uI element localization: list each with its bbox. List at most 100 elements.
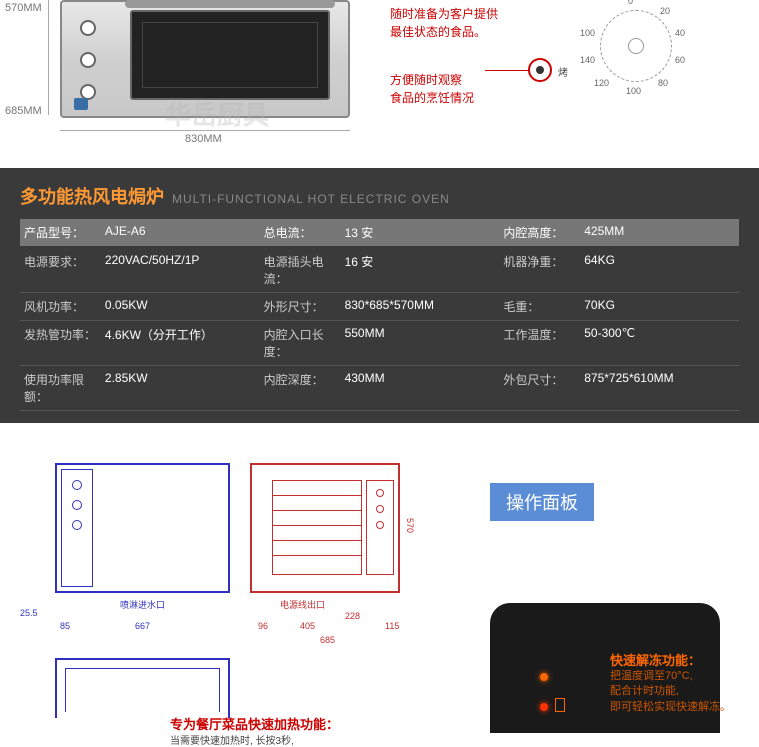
thermometer-icon (555, 698, 565, 712)
cell: 550MM (345, 326, 500, 360)
cell: 内腔高度： (499, 224, 584, 241)
dial-icon (72, 500, 82, 510)
cell: 电源插头电流： (260, 253, 345, 287)
side-control-col (366, 480, 394, 575)
dim-line-height (48, 0, 49, 115)
cell: 875*725*610MM (584, 371, 739, 405)
cell: 机器净重： (499, 253, 584, 287)
technical-drawings: 570 喷淋进水口 电源线出口 25.5 85 667 96 405 228 1… (0, 443, 430, 733)
spec-panel: 多功能热风电焗炉 MULTI-FUNCTIONAL HOT ELECTRIC O… (0, 168, 759, 423)
dim-667: 667 (135, 621, 150, 631)
dial-mark-60: 60 (675, 55, 685, 65)
cell: 220VAC/50HZ/1P (105, 253, 260, 287)
rack-line (273, 540, 361, 541)
dim-85: 85 (60, 621, 70, 631)
dial-icon (376, 521, 384, 529)
callout1-line2: 最佳状态的食品。 (390, 25, 486, 39)
dial-mark-20: 20 (660, 6, 670, 16)
cell: 16 安 (345, 253, 500, 287)
dial-icon (376, 505, 384, 513)
timer-dial-diagram: 0 20 40 60 80 100 120 140 100 (570, 0, 700, 80)
door-glass (142, 22, 318, 88)
watermark-text: 华岳厨具 (165, 95, 269, 132)
cell: 425MM (584, 224, 739, 241)
rack-line (273, 495, 361, 496)
cell: 内腔深度： (260, 371, 345, 405)
dial-icon (72, 520, 82, 530)
top-view-inner (65, 668, 220, 712)
defrost-line2: 配合计时功能, (610, 684, 740, 699)
panel-heading-button: 操作面板 (490, 483, 594, 521)
cell: AJE-A6 (105, 224, 260, 241)
brand-badge (74, 98, 88, 110)
dial-mark-40: 40 (675, 28, 685, 38)
defrost-line1: 把温度调至70°C, (610, 669, 740, 684)
dim-570-side: 570 (405, 518, 415, 533)
cell: 4.6KW（分开工作） (105, 326, 260, 360)
spec-title-cn: 多功能热风电焗炉 (20, 183, 164, 209)
top-view-outline (55, 658, 230, 718)
oven-illustration: 570MM 685MM 830MM 华岳厨具 (0, 0, 380, 155)
oven-handle (125, 0, 335, 8)
cell: 工作温度： (499, 326, 584, 360)
dim-115: 115 (385, 621, 399, 631)
dial-mark-80: 80 (658, 78, 668, 88)
dial-mark-140: 140 (580, 55, 595, 65)
dim-depth-label: 685MM (5, 105, 42, 117)
callout2-line1: 方便随时观察 (390, 73, 462, 87)
knob-label: 烤 (558, 64, 568, 79)
front-control-col (61, 469, 93, 587)
spec-table: 产品型号： AJE-A6 总电流： 13 安 内腔高度： 425MM 电源要求：… (20, 219, 739, 411)
rack-line (273, 510, 361, 511)
side-inner (272, 480, 362, 575)
cell: 50-300℃ (584, 326, 739, 360)
spec-row-1: 电源要求： 220VAC/50HZ/1P 电源插头电流： 16 安 机器净重： … (20, 248, 739, 293)
spec-title-en: MULTI-FUNCTIONAL HOT ELECTRIC OVEN (172, 192, 450, 206)
cell: 电源要求： (20, 253, 105, 287)
front-view-outline (55, 463, 230, 593)
cell: 13 安 (345, 224, 500, 241)
control-dial-2 (80, 52, 96, 68)
cell: 830*685*570MM (345, 298, 500, 315)
dim-228: 228 (345, 611, 360, 621)
callout-knob-circle (528, 58, 552, 82)
defrost-line3: 即可轻松实现快速解冻。 (610, 700, 740, 715)
dim-685: 685 (320, 635, 335, 645)
dim-405: 405 (300, 621, 315, 631)
power-out-label: 电源线出口 (280, 598, 325, 611)
rack-line (273, 555, 361, 556)
cell: 0.05KW (105, 298, 260, 315)
cell: 外形尺寸： (260, 298, 345, 315)
callout1-line1: 随时准备为客户提供 (390, 7, 498, 21)
cell: 毛重： (499, 298, 584, 315)
dim-height-label: 570MM (5, 2, 42, 14)
cell: 发热管功率： (20, 326, 105, 360)
cell: 产品型号： (20, 224, 105, 241)
spec-title-row: 多功能热风电焗炉 MULTI-FUNCTIONAL HOT ELECTRIC O… (20, 183, 739, 209)
top-section: 570MM 685MM 830MM 华岳厨具 随时准备为客户提供 最佳状态的食品… (0, 0, 759, 160)
oven-door (130, 10, 330, 100)
dial-icon (376, 489, 384, 497)
fast-heat-sub: 当需要快速加热时, 长按3秒, (170, 732, 294, 747)
callout2-line2: 食品的烹饪情况 (390, 91, 474, 105)
cell: 内腔入口长度： (260, 326, 345, 360)
dim-96: 96 (258, 621, 268, 631)
right-column: 操作面板 快速解冻功能： 把温度调至70°C, 配合计时功能, 即可轻松实现快速… (430, 443, 750, 733)
dial-mark-100: 100 (626, 86, 641, 96)
dial-center-knob (628, 38, 644, 54)
rack-line (273, 525, 361, 526)
spec-row-4: 使用功率限额： 2.85KW 内腔深度： 430MM 外包尺寸： 875*725… (20, 366, 739, 411)
cell: 外包尺寸： (499, 371, 584, 405)
cell: 70KG (584, 298, 739, 315)
cell: 总电流： (260, 224, 345, 241)
cell: 风机功率： (20, 298, 105, 315)
knob-dot (536, 66, 544, 74)
water-out-label: 喷淋进水口 (120, 598, 165, 611)
dim-width-label: 830MM (185, 133, 222, 145)
spec-row-2: 风机功率： 0.05KW 外形尺寸： 830*685*570MM 毛重： 70K… (20, 293, 739, 321)
dial-mark-0: 0 (628, 0, 633, 6)
cell: 2.85KW (105, 371, 260, 405)
spec-row-3: 发热管功率： 4.6KW（分开工作） 内腔入口长度： 550MM 工作温度： 5… (20, 321, 739, 366)
side-view-outline (250, 463, 400, 593)
control-dial-1 (80, 20, 96, 36)
